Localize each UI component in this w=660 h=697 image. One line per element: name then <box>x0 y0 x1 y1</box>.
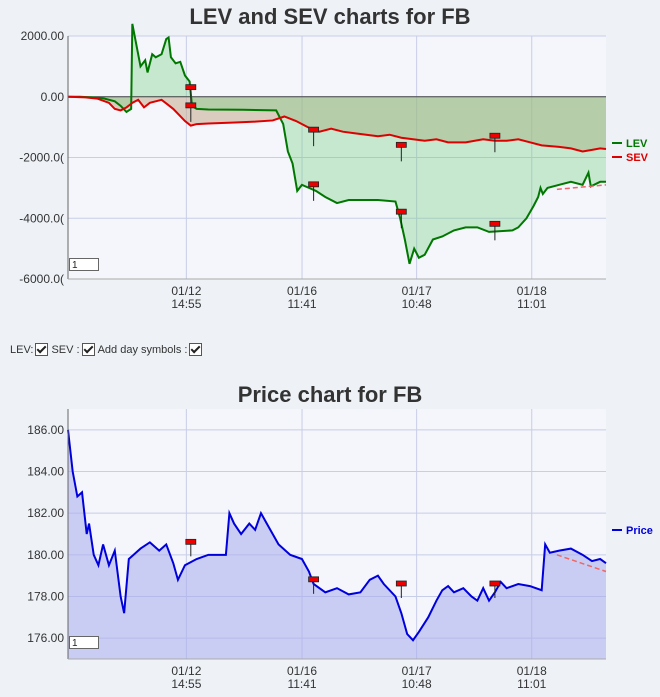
sev-area <box>68 96 606 152</box>
y-tick-label: 186.00 <box>27 423 64 437</box>
day-symbol-flag <box>489 220 501 227</box>
x-tick-time: 11:41 <box>287 297 316 311</box>
y-tick-label: 178.00 <box>27 590 64 604</box>
y-tick-label: 182.00 <box>27 506 64 520</box>
y-tick-label: -6000.0( <box>19 272 64 286</box>
x-tick-time: 10:48 <box>402 677 432 691</box>
y-tick-label: -4000.0( <box>19 211 64 225</box>
day-symbol-flag <box>395 208 407 215</box>
y-tick-label: 180.00 <box>27 548 64 562</box>
day-symbol-flag <box>185 538 197 545</box>
day-symbol-flag <box>489 580 501 587</box>
day-symbol-flag <box>185 84 197 91</box>
price-zoom-input[interactable]: 1 <box>69 636 99 649</box>
lev-area <box>68 23 606 264</box>
x-tick-time: 10:48 <box>402 297 432 311</box>
x-tick-date: 01/12 <box>171 284 201 298</box>
y-tick-label: 2000.00 <box>21 29 65 43</box>
day-symbol-flag <box>395 141 407 148</box>
x-tick-time: 14:55 <box>171 677 201 691</box>
x-tick-time: 11:01 <box>517 677 546 691</box>
y-tick-label: -2000.0( <box>19 151 64 165</box>
trend-line <box>556 184 607 191</box>
x-tick-date: 01/12 <box>171 664 201 678</box>
lev-sev-chart-title: LEV and SEV charts for FB <box>189 4 471 29</box>
y-tick-label: 176.00 <box>27 631 64 645</box>
x-tick-time: 14:55 <box>171 297 201 311</box>
x-tick-time: 11:01 <box>517 297 546 311</box>
trend-line <box>556 554 607 573</box>
x-tick-date: 01/18 <box>517 284 547 298</box>
lev-sev-zoom-input[interactable]: 1 <box>69 258 99 271</box>
day-symbol-flag <box>395 580 407 587</box>
price-area <box>68 429 606 659</box>
price-chart-title: Price chart for FB <box>237 382 423 407</box>
y-tick-label: 0.00 <box>41 90 65 104</box>
legend-label: Price <box>626 525 653 537</box>
x-tick-date: 01/16 <box>287 284 317 298</box>
legend-label: LEV <box>626 138 648 150</box>
day-symbol-flag <box>308 181 320 188</box>
x-tick-date: 01/17 <box>402 284 432 298</box>
sev-label: SEV : <box>51 343 80 356</box>
sev-checkbox[interactable] <box>81 343 95 356</box>
x-tick-date: 01/18 <box>517 664 547 678</box>
x-tick-time: 11:41 <box>287 677 316 691</box>
y-tick-label: 184.00 <box>27 465 64 479</box>
day-symbol-flag <box>308 126 320 133</box>
x-tick-date: 01/17 <box>402 664 432 678</box>
day-symbol-flag <box>308 576 320 583</box>
day-symbol-flag <box>489 132 501 139</box>
sev-line <box>67 95 607 153</box>
day-symbol-flag <box>185 102 197 109</box>
legend-label: SEV <box>626 152 649 164</box>
lev-line <box>68 23 606 265</box>
day-symbols-label: Add day symbols : <box>97 343 188 356</box>
chart-options: LEV: SEV : Add day symbols : <box>10 343 205 356</box>
day-symbols-checkbox[interactable] <box>189 343 203 356</box>
lev-sev-chart: 2000.00 0.00 -2000.0( -4000.0( -6000.0( 01/12… <box>19 23 649 311</box>
lev-checkbox[interactable] <box>35 343 49 356</box>
lev-label: LEV: <box>10 343 34 356</box>
x-tick-date: 01/16 <box>287 664 317 678</box>
